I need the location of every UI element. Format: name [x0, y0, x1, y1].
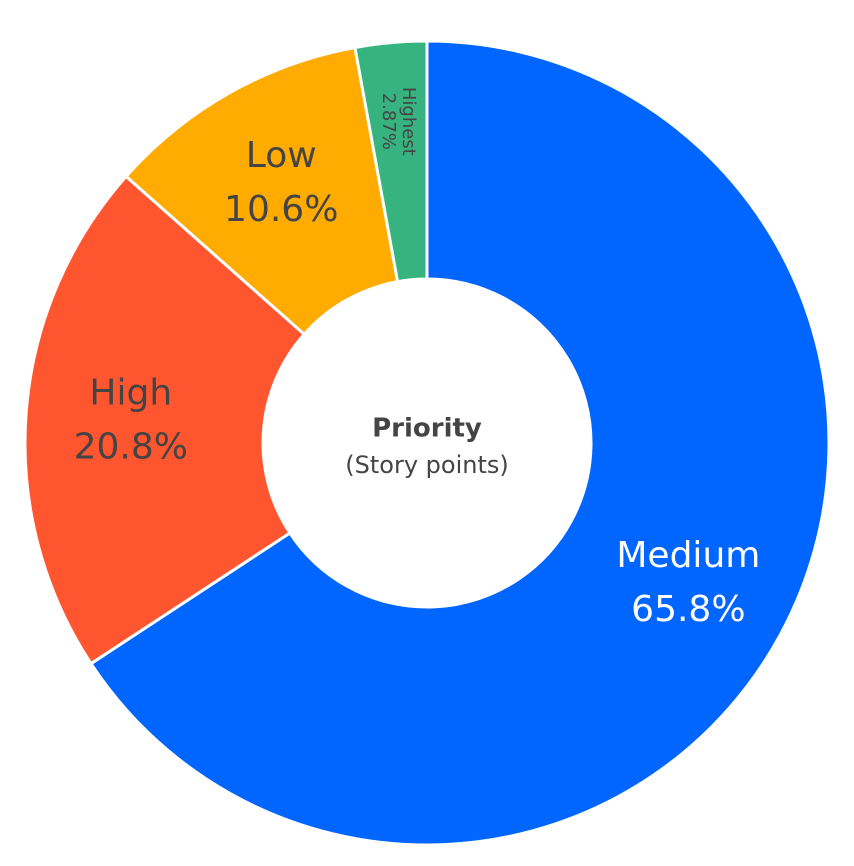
donut-hole — [263, 279, 591, 607]
slice-label-medium: Medium 65.8% — [616, 535, 760, 630]
slice-label-name: Medium — [616, 535, 760, 576]
slice-label-low: Low 10.6% — [224, 135, 338, 230]
chart-center-title: Priority — [372, 414, 482, 444]
chart-slices — [23, 39, 831, 847]
slice-label-name: High — [89, 373, 172, 414]
slice-label-percent: 20.8% — [74, 427, 188, 468]
slice-label-high: High 20.8% — [74, 373, 188, 468]
slice-label-name: Highest — [398, 87, 419, 156]
chart-center-subtitle: (Story points) — [345, 451, 508, 479]
slice-label-name: Low — [246, 135, 317, 176]
slice-label-percent: 65.8% — [631, 589, 745, 630]
slice-label-percent: 10.6% — [224, 189, 338, 230]
slice-label-percent: 2.87% — [378, 93, 399, 150]
